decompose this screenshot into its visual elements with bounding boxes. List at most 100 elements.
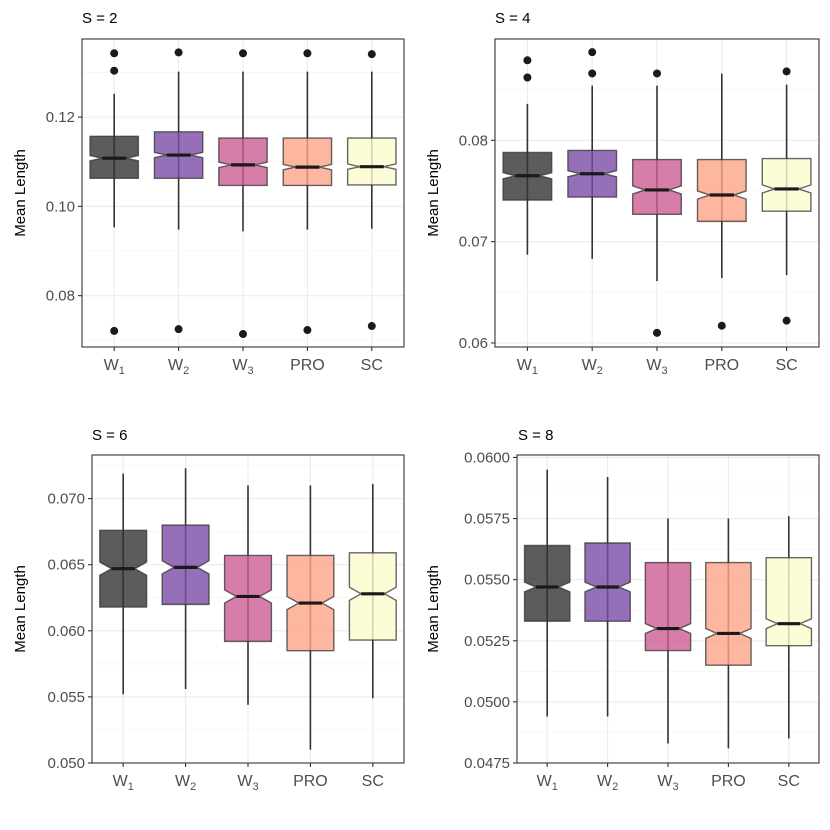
y-tick-label: 0.06 [459, 335, 488, 352]
x-tick-label-base: SC [775, 357, 797, 374]
x-tick-label-subscript: 3 [247, 365, 253, 377]
x-tick-label-subscript: 2 [183, 365, 189, 377]
box [761, 157, 812, 212]
x-tick-label: W1 [113, 773, 134, 793]
y-tick-label: 0.050 [47, 755, 85, 772]
x-tick-label-base: W [113, 773, 129, 790]
y-tick-label: 0.08 [459, 132, 488, 149]
y-tick-label: 0.0525 [464, 633, 510, 650]
outlier-point [653, 69, 661, 78]
box [705, 561, 752, 666]
x-tick-label-base: W [582, 357, 598, 374]
outlier-point [303, 326, 312, 335]
x-tick-label-base: W [175, 773, 191, 790]
y-tick-label: 0.0550 [464, 572, 510, 589]
panel-title: S = 4 [495, 10, 530, 27]
x-tick-label-subscript: 3 [661, 365, 667, 377]
y-axis-title: Mean Length [425, 565, 442, 653]
x-tick-label-base: W [237, 773, 253, 790]
outlier-point [523, 73, 532, 82]
x-tick-label-base: W [597, 773, 613, 790]
outlier-point [174, 48, 183, 57]
outlier-point [239, 49, 247, 58]
outlier-point [588, 69, 597, 78]
x-tick-label: W2 [175, 773, 196, 793]
box [765, 556, 813, 647]
x-tick-label: SC [778, 773, 800, 790]
y-tick-label: 0.12 [46, 109, 75, 126]
box [223, 554, 273, 643]
y-tick-label: 0.055 [47, 689, 85, 706]
x-tick-label-base: W [646, 357, 662, 374]
box [632, 158, 682, 215]
x-tick-label: W3 [646, 357, 667, 377]
outlier-point [782, 67, 791, 76]
y-tick-label: 0.0600 [464, 449, 510, 466]
x-tick-label-base: W [537, 773, 553, 790]
x-tick-label: PRO [704, 357, 739, 374]
y-tick-label: 0.070 [47, 491, 85, 508]
x-tick-label-base: W [104, 357, 120, 374]
panel-title: S = 8 [518, 427, 553, 444]
y-tick-label: 0.0500 [464, 694, 510, 711]
outlier-point [239, 330, 247, 339]
x-tick-label: W2 [582, 357, 603, 377]
box [584, 542, 631, 622]
y-tick-label: 0.060 [47, 623, 85, 640]
x-tick-label-base: PRO [290, 357, 325, 374]
x-tick-label: W1 [517, 357, 538, 377]
box [523, 544, 571, 622]
outlier-point [110, 49, 119, 58]
x-tick-label: W2 [597, 773, 618, 793]
x-tick-label-subscript: 1 [119, 365, 125, 377]
box [348, 552, 397, 641]
outlier-point [717, 321, 726, 330]
x-tick-label-subscript: 3 [672, 781, 678, 793]
box [161, 524, 210, 606]
outlier-point [653, 328, 661, 337]
outlier-point [367, 322, 376, 331]
x-tick-label: W3 [232, 357, 253, 377]
x-tick-label: PRO [290, 357, 325, 374]
x-tick-label-subscript: 1 [552, 781, 558, 793]
x-tick-label-base: PRO [711, 773, 746, 790]
y-axis-title: Mean Length [12, 565, 29, 653]
y-tick-label: 0.0575 [464, 511, 510, 528]
y-tick-label: 0.0475 [464, 755, 510, 772]
x-tick-label: PRO [293, 773, 328, 790]
y-tick-label: 0.07 [459, 234, 488, 251]
x-tick-label-subscript: 2 [190, 781, 196, 793]
x-tick-label: PRO [711, 773, 746, 790]
outlier-point [523, 56, 532, 65]
outlier-point [110, 66, 119, 75]
x-tick-label-base: SC [778, 773, 800, 790]
x-tick-label: W3 [657, 773, 678, 793]
x-tick-label-subscript: 2 [597, 365, 603, 377]
outlier-point [782, 316, 791, 325]
x-tick-label-base: W [232, 357, 248, 374]
panel-s6: S = 6 Mean Length 0.050 0.055 0.060 0.065 0.… [12, 427, 405, 793]
y-axis-title: Mean Length [425, 149, 442, 237]
x-tick-label-base: PRO [704, 357, 739, 374]
outlier-point [174, 325, 183, 334]
x-tick-label-base: PRO [293, 773, 328, 790]
box [346, 137, 397, 186]
x-tick-label: W3 [237, 773, 258, 793]
x-tick-label: SC [362, 773, 384, 790]
y-axis-title: Mean Length [12, 149, 29, 237]
x-tick-label-subscript: 1 [128, 781, 134, 793]
x-tick-label: W1 [537, 773, 558, 793]
x-tick-label-subscript: 2 [612, 781, 618, 793]
box [282, 137, 333, 187]
outlier-point [303, 49, 312, 58]
x-tick-label-base: SC [362, 773, 384, 790]
outlier-point [367, 50, 376, 59]
box [218, 137, 268, 187]
x-tick-label-base: W [657, 773, 673, 790]
outlier-point [110, 326, 119, 335]
x-tick-label-base: SC [361, 357, 383, 374]
panel-s8: S = 8 Mean Length 0.0475 0.0500 0.0525 0.05… [425, 427, 820, 793]
y-tick-label: 0.10 [46, 198, 75, 215]
